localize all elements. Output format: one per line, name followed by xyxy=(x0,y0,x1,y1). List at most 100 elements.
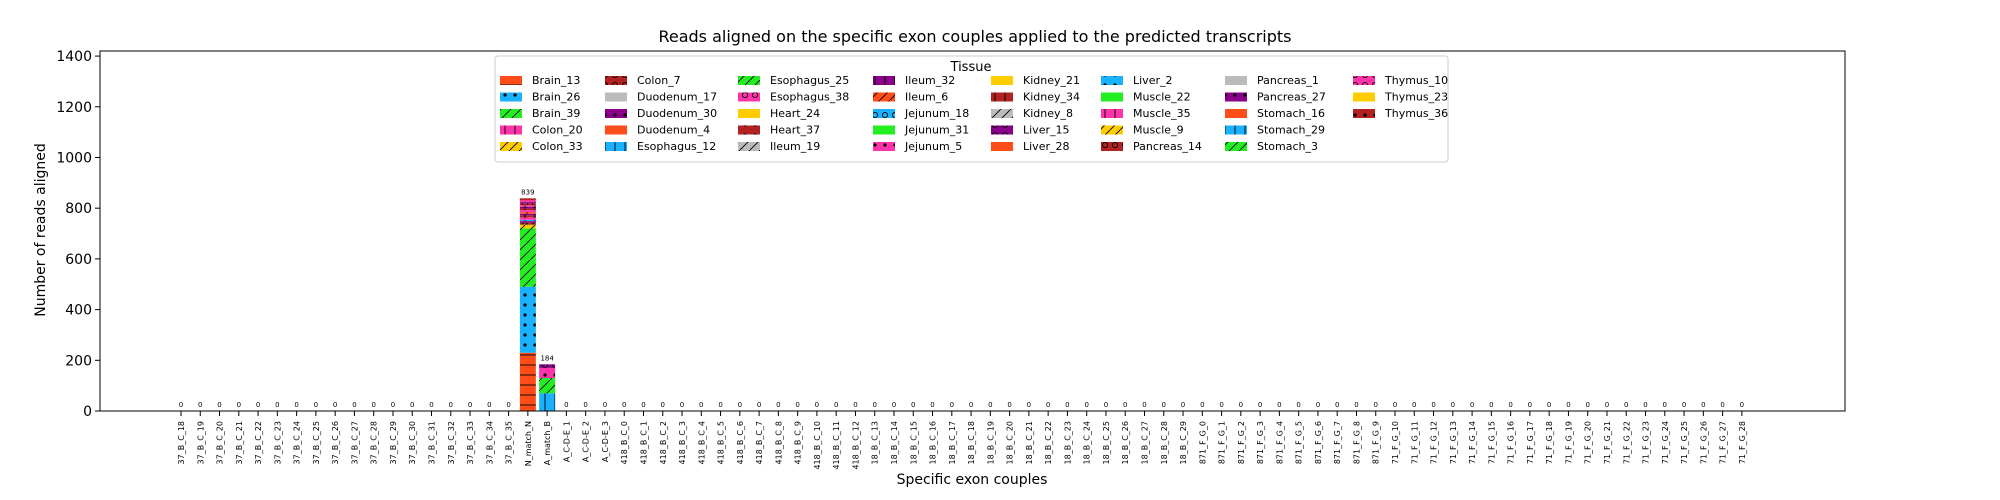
total-label: 0 xyxy=(911,401,915,409)
total-label: 0 xyxy=(1585,401,1589,409)
legend-frame xyxy=(494,55,1449,163)
y-axis: 0 200 400 600 800 1000 1200 1400 xyxy=(56,49,100,420)
total-label: 0 xyxy=(738,401,742,409)
total-label: 0 xyxy=(564,401,568,409)
x-tick-label: N_match_N xyxy=(524,421,533,466)
bar-segment-thymus-36 xyxy=(519,198,536,201)
total-label: 839 xyxy=(521,188,534,196)
x-tick-label: 71_F_G_21 xyxy=(1603,421,1612,464)
total-label: 0 xyxy=(1200,401,1204,409)
legend-swatch xyxy=(1353,76,1375,85)
total-label: 0 xyxy=(1027,401,1031,409)
legend-item-brain-26: Brain_26 xyxy=(500,91,580,104)
x-tick-label: 71_F_G_25 xyxy=(1680,421,1689,464)
total-label: 184 xyxy=(540,354,554,362)
legend-swatch xyxy=(1101,76,1123,85)
legend-item-duodenum-4: Duodenum_4 xyxy=(605,124,710,137)
legend-item-duodenum-30: Duodenum_30 xyxy=(605,107,717,120)
x-tick-label: 37_B_C_20 xyxy=(216,421,225,464)
legend-label: Esophagus_38 xyxy=(770,91,849,104)
legend-title: Tissue xyxy=(950,60,992,75)
x-tick-label: A_C-D-E_2 xyxy=(582,421,591,462)
total-label: 0 xyxy=(1084,401,1088,409)
x-tick-label: 71_F_G_28 xyxy=(1738,421,1747,464)
x-tick-label: 18_B_C_18 xyxy=(967,421,976,464)
legend-item-colon-7: Colon_7 xyxy=(605,74,681,87)
bar-segment-pancreas-27 xyxy=(519,202,536,204)
legend-label: Jejunum_5 xyxy=(904,140,962,153)
x-tick-label: 37_B_C_32 xyxy=(447,421,456,464)
total-label: 0 xyxy=(1489,401,1493,409)
total-label: 0 xyxy=(1335,401,1339,409)
total-label: 0 xyxy=(892,401,896,409)
total-label: 0 xyxy=(815,401,819,409)
x-axis-label: Specific exon couples xyxy=(897,472,1048,488)
x-tick-label: 18_B_C_19 xyxy=(986,421,995,464)
x-tick-label: 871_F_G_7 xyxy=(1333,421,1342,464)
legend-item-kidney-21: Kidney_21 xyxy=(991,74,1080,87)
legend-item-thymus-23: Thymus_23 xyxy=(1353,91,1448,104)
legend-swatch xyxy=(738,142,760,151)
x-tick-label: 18_B_C_23 xyxy=(1063,421,1072,464)
x-tick-label: 71_F_G_22 xyxy=(1622,421,1631,464)
bar-segment-heart-37 xyxy=(519,215,536,218)
x-tick-label: 71_F_G_16 xyxy=(1507,421,1516,464)
legend-swatch xyxy=(738,92,760,102)
legend-item-ileum-19: Ileum_19 xyxy=(738,140,820,153)
x-tick-label: 18_B_C_17 xyxy=(948,421,957,464)
bar-segment-pancreas-14 xyxy=(519,203,536,206)
x-tick-label: 18_B_C_22 xyxy=(1044,421,1053,464)
legend-swatch xyxy=(991,142,1013,151)
legend-label: Kidney_21 xyxy=(1023,74,1080,87)
legend-swatch xyxy=(1101,92,1123,102)
legend-label: Pancreas_27 xyxy=(1257,91,1326,104)
total-label: 0 xyxy=(1682,401,1686,409)
chart-title: Reads aligned on the specific exon coupl… xyxy=(658,27,1291,46)
total-label: 0 xyxy=(872,401,876,409)
legend-swatch xyxy=(1101,125,1123,135)
x-tick-label: 37_B_C_18 xyxy=(177,421,186,464)
total-label: 0 xyxy=(275,401,279,409)
legend-item-colon-33: Colon_33 xyxy=(500,140,583,153)
x-tick-label: 18_B_C_20 xyxy=(1006,421,1015,464)
y-tick-label: 1400 xyxy=(56,49,92,65)
legend-swatch xyxy=(873,125,895,135)
total-label: 0 xyxy=(410,401,414,409)
total-label: 0 xyxy=(487,401,491,409)
x-tick-label: 37_B_C_33 xyxy=(466,421,475,464)
bar-segment-esophagus-38 xyxy=(519,217,536,220)
legend-swatch xyxy=(1101,142,1123,151)
legend-item-esophagus-25: Esophagus_25 xyxy=(738,74,849,87)
legend-swatch xyxy=(873,142,895,151)
bar-segment-thymus-10 xyxy=(519,200,536,203)
legend-item-thymus-10: Thymus_10 xyxy=(1353,74,1448,87)
legend-item-stomach-3: Stomach_3 xyxy=(1225,140,1318,153)
legend-label: Stomach_3 xyxy=(1257,140,1318,153)
legend-item-pancreas-1: Pancreas_1 xyxy=(1225,74,1319,87)
total-label: 0 xyxy=(1296,401,1300,409)
bar-segment-esophagus-12 xyxy=(539,393,556,411)
total-label: 0 xyxy=(1181,401,1185,409)
x-tick-label: 37_B_C_22 xyxy=(254,421,263,464)
total-label: 0 xyxy=(641,401,645,409)
x-tick-label: 71_F_G_11 xyxy=(1410,421,1419,464)
legend-swatch xyxy=(991,109,1013,118)
legend-label: Ileum_32 xyxy=(905,74,955,87)
legend-swatch xyxy=(991,76,1013,85)
total-label: 0 xyxy=(603,401,607,409)
legend-item-ileum-6: Ileum_6 xyxy=(873,91,948,104)
x-tick-label: 18_B_C_16 xyxy=(929,421,938,464)
x-tick-label: 37_B_C_30 xyxy=(408,421,417,464)
total-label: 0 xyxy=(1354,401,1358,409)
bar-segment-brain-13 xyxy=(519,352,536,411)
legend-swatch xyxy=(1225,125,1247,135)
total-label: 0 xyxy=(1547,401,1551,409)
bar-segment-jejunum-5 xyxy=(519,210,536,213)
legend-label: Pancreas_14 xyxy=(1133,140,1202,153)
legend-label: Muscle_22 xyxy=(1133,91,1191,104)
bar-segment-duodenum-30 xyxy=(519,221,536,223)
x-tick-label: 71_F_G_24 xyxy=(1661,421,1670,464)
x-tick-label: 871_F_G_1 xyxy=(1218,421,1227,464)
legend-swatch xyxy=(605,125,627,135)
x-tick-label: 418_B_C_7 xyxy=(755,421,764,464)
